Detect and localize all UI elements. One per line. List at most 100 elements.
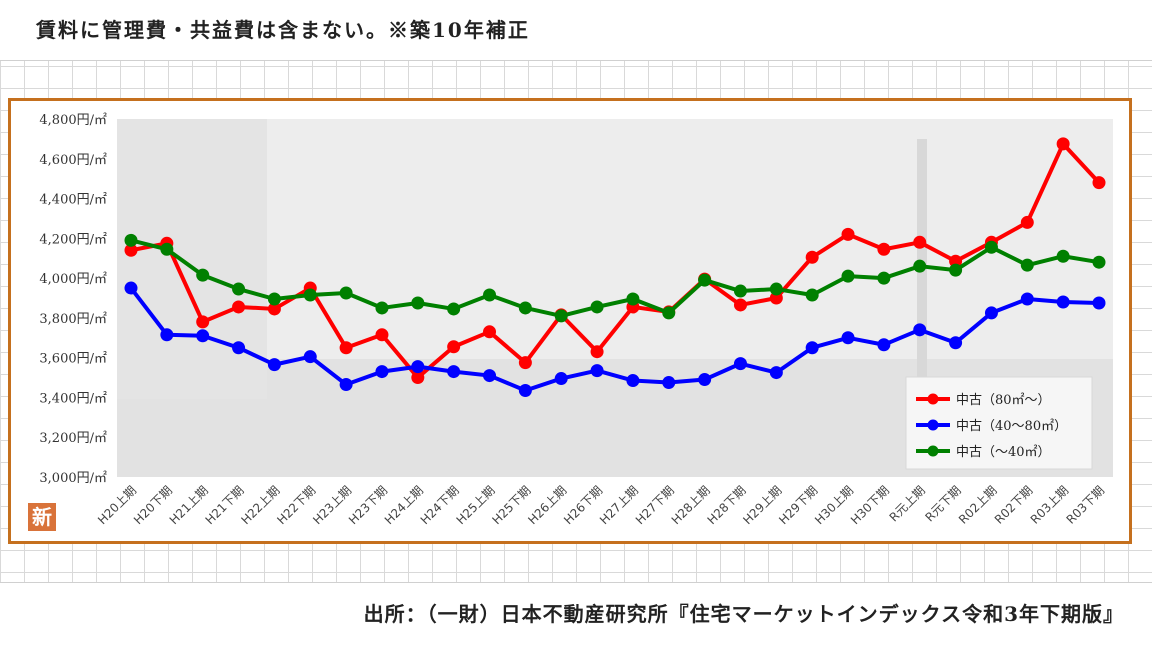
data-point bbox=[1092, 296, 1106, 310]
data-point bbox=[267, 302, 281, 316]
data-point bbox=[232, 341, 246, 355]
data-point bbox=[554, 309, 568, 323]
x-tick-label: H24下期 bbox=[418, 483, 462, 527]
data-point bbox=[1020, 215, 1034, 229]
data-point bbox=[411, 360, 425, 374]
data-point bbox=[698, 373, 712, 387]
y-tick-label: 3,800円/㎡ bbox=[39, 312, 107, 327]
x-tick-label: H20上期 bbox=[95, 483, 139, 527]
data-point bbox=[877, 271, 891, 285]
data-point bbox=[447, 365, 461, 379]
x-tick-label: R02下期 bbox=[992, 483, 1036, 527]
data-point bbox=[375, 301, 389, 315]
data-point bbox=[877, 242, 891, 256]
data-point bbox=[411, 296, 425, 310]
data-point bbox=[483, 369, 497, 383]
data-point bbox=[124, 281, 138, 295]
data-point bbox=[841, 227, 855, 241]
x-tick-label: H26下期 bbox=[561, 483, 605, 527]
data-point bbox=[447, 340, 461, 354]
data-point bbox=[769, 291, 783, 305]
data-point bbox=[411, 371, 425, 385]
data-point bbox=[267, 292, 281, 306]
x-tick-label: H23上期 bbox=[310, 483, 354, 527]
x-tick-label: H30下期 bbox=[848, 483, 892, 527]
data-point bbox=[1092, 176, 1106, 190]
data-point bbox=[733, 357, 747, 371]
data-point bbox=[518, 301, 532, 315]
data-point bbox=[590, 345, 604, 359]
data-point bbox=[913, 235, 927, 249]
y-tick-label: 4,200円/㎡ bbox=[39, 232, 107, 247]
data-point bbox=[984, 240, 998, 254]
data-point bbox=[375, 365, 389, 379]
y-tick-label: 4,400円/㎡ bbox=[39, 193, 107, 208]
data-point bbox=[949, 254, 963, 268]
data-point bbox=[518, 383, 532, 397]
legend-swatch-marker bbox=[927, 393, 939, 405]
x-tick-label: R元上期 bbox=[887, 483, 928, 524]
data-point bbox=[626, 374, 640, 388]
y-tick-label: 4,000円/㎡ bbox=[39, 272, 107, 287]
data-point bbox=[590, 364, 604, 378]
x-tick-label: H27下期 bbox=[633, 483, 677, 527]
data-point bbox=[1056, 249, 1070, 263]
data-point bbox=[590, 300, 604, 314]
data-point bbox=[124, 233, 138, 247]
data-point bbox=[232, 300, 246, 314]
data-point bbox=[267, 358, 281, 372]
data-point bbox=[196, 268, 210, 282]
plot-pole-shade bbox=[917, 139, 927, 439]
x-tick-label: H24上期 bbox=[382, 483, 426, 527]
data-point bbox=[805, 288, 819, 302]
data-point bbox=[447, 302, 461, 316]
data-point bbox=[662, 376, 676, 390]
legend-label: 中古（80㎡～） bbox=[956, 393, 1051, 408]
x-tick-label: H20下期 bbox=[131, 483, 175, 527]
y-tick-label: 4,600円/㎡ bbox=[39, 153, 107, 168]
data-point bbox=[698, 273, 712, 287]
data-point bbox=[769, 282, 783, 296]
note-text: 賃料に管理費・共益費は含まない。※築10年補正 bbox=[36, 18, 530, 42]
data-point bbox=[375, 328, 389, 342]
data-point bbox=[733, 284, 747, 298]
x-tick-label: H25上期 bbox=[454, 483, 498, 527]
y-tick-label: 4,800円/㎡ bbox=[39, 113, 107, 128]
data-point bbox=[913, 323, 927, 337]
data-point bbox=[160, 242, 174, 256]
x-tick-label: H28下期 bbox=[705, 483, 749, 527]
data-point bbox=[518, 356, 532, 370]
data-point bbox=[483, 325, 497, 339]
footer-band bbox=[0, 582, 1152, 649]
x-tick-label: H21上期 bbox=[167, 483, 211, 527]
source-text: 出所：（一財）日本不動産研究所『住宅マーケットインデックス令和3年下期版』 bbox=[363, 602, 1124, 626]
legend-label: 中古（40～80㎡） bbox=[956, 419, 1067, 434]
x-tick-label: R03上期 bbox=[1028, 483, 1072, 527]
data-point bbox=[124, 243, 138, 257]
data-point bbox=[303, 350, 317, 364]
plot-building-shade bbox=[117, 119, 267, 399]
series-line-2 bbox=[130, 238, 1100, 318]
data-point bbox=[232, 282, 246, 296]
x-tick-label: R03下期 bbox=[1064, 483, 1108, 527]
data-point bbox=[769, 366, 783, 380]
x-tick-label: H28上期 bbox=[669, 483, 713, 527]
data-point bbox=[1092, 255, 1106, 269]
y-tick-label: 3,600円/㎡ bbox=[39, 352, 107, 367]
data-point bbox=[841, 269, 855, 283]
data-point bbox=[1056, 295, 1070, 309]
data-point bbox=[877, 338, 891, 352]
data-point bbox=[1020, 258, 1034, 272]
data-point bbox=[805, 341, 819, 355]
data-point bbox=[662, 306, 676, 320]
data-point bbox=[984, 306, 998, 320]
x-tick-label: H23下期 bbox=[346, 483, 390, 527]
data-point bbox=[913, 259, 927, 273]
data-point bbox=[1056, 137, 1070, 151]
header-band bbox=[0, 0, 1152, 61]
x-tick-label: H29下期 bbox=[776, 483, 820, 527]
data-point bbox=[196, 329, 210, 343]
new-badge: 新 bbox=[28, 503, 56, 531]
legend-label: 中古（～40㎡） bbox=[956, 445, 1051, 460]
data-point bbox=[303, 288, 317, 302]
